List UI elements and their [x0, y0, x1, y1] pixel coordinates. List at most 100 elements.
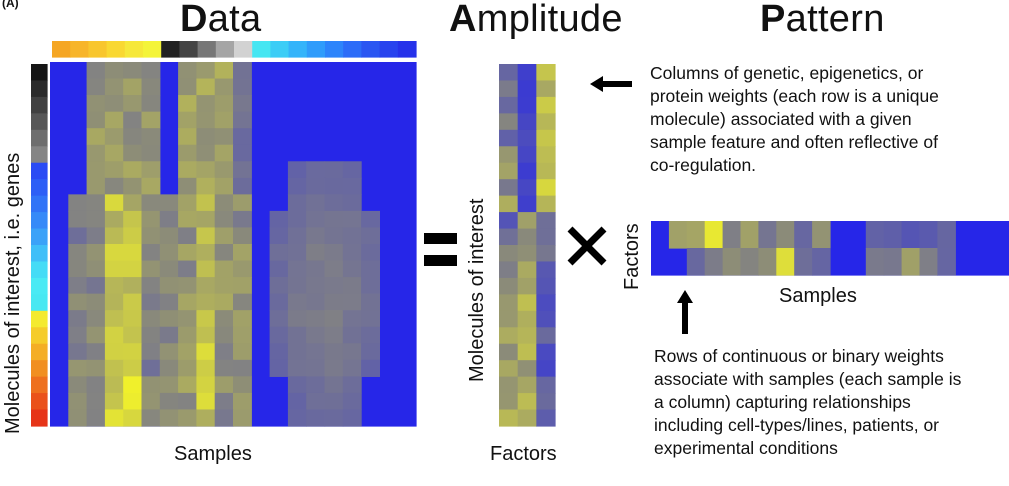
data-matrix-cell: [86, 144, 106, 162]
data-matrix-cell: [214, 128, 234, 146]
gene-bar-cell: [31, 212, 48, 230]
data-matrix-cell: [141, 310, 161, 328]
data-matrix-cell: [86, 111, 106, 129]
data-matrix-cell: [104, 210, 124, 229]
data-matrix-cell: [196, 95, 216, 113]
data-matrix-cell: [287, 343, 307, 361]
data-matrix-cell: [342, 409, 362, 427]
amplitude-matrix-cell: [499, 245, 519, 263]
data-matrix-cell: [361, 260, 380, 278]
data-matrix-cell: [196, 144, 216, 162]
data-matrix-cell: [196, 78, 216, 96]
data-matrix-cell: [233, 95, 252, 113]
amplitude-matrix-cell: [499, 393, 519, 411]
data-matrix-cell: [86, 260, 106, 278]
data-matrix-cell: [86, 244, 106, 262]
data-matrix-cell: [123, 244, 143, 262]
amplitude-x-label: Factors: [490, 443, 557, 465]
amplitude-matrix-cell: [536, 277, 556, 295]
amplitude-matrix-cell: [517, 376, 537, 394]
data-matrix-cell: [306, 260, 326, 278]
data-matrix-cell: [306, 392, 326, 411]
data-matrix-cell: [178, 409, 197, 427]
amplitude-matrix: [499, 64, 556, 427]
sample-bar-cell: [397, 41, 417, 58]
data-matrix-cell: [287, 210, 307, 229]
sample-bar-cell: [270, 41, 290, 58]
data-matrix-cell: [68, 293, 88, 311]
data-matrix-cell: [233, 177, 252, 195]
data-matrix-cell: [196, 62, 216, 80]
amplitude-matrix-cell: [517, 162, 537, 180]
amplitude-matrix-cell: [536, 179, 556, 197]
sample-bar-cell: [361, 41, 381, 58]
data-matrix-cell: [178, 310, 197, 328]
data-matrix-cell: [214, 409, 234, 427]
data-matrix-cell: [214, 376, 234, 394]
data-matrix-cell: [287, 310, 307, 328]
data-matrix-cell: [159, 343, 179, 361]
data-matrix-cell: [178, 227, 197, 245]
pattern-matrix-cell: [794, 221, 813, 249]
note-line: co-regulation.: [650, 155, 757, 175]
data-matrix-cell: [123, 128, 143, 146]
data-matrix-cell: [233, 260, 252, 278]
amplitude-matrix-cell: [517, 277, 537, 295]
data-matrix-cell: [123, 310, 143, 328]
pattern-matrix-cell: [758, 221, 777, 249]
data-matrix-cell: [123, 359, 143, 377]
data-matrix-cell: [178, 392, 197, 411]
data-matrix-cell: [86, 210, 106, 229]
data-matrix-cell: [104, 227, 124, 245]
amplitude-matrix-cell: [499, 212, 519, 230]
data-matrix-cell: [123, 210, 143, 229]
data-matrix-cell: [178, 293, 197, 311]
gene-bar-cell: [31, 261, 48, 279]
data-matrix-cell: [342, 210, 362, 229]
data-matrix-cell: [287, 177, 307, 195]
data-matrix-cell: [196, 260, 216, 278]
gene-color-bar: [31, 64, 48, 427]
data-matrix-cell: [342, 277, 362, 295]
data-matrix-cell: [233, 194, 252, 212]
amplitude-matrix-cell: [499, 310, 519, 328]
amplitude-matrix-cell: [517, 146, 537, 164]
data-matrix-cell: [104, 244, 124, 262]
sample-bar-cell: [288, 41, 308, 58]
amplitude-matrix-cell: [499, 261, 519, 279]
data-matrix-cell: [178, 111, 197, 129]
amplitude-matrix-cell: [536, 195, 556, 213]
data-matrix-cell: [342, 227, 362, 245]
note-line: molecule) associated with a given: [650, 109, 912, 129]
data-matrix-cell: [141, 194, 161, 212]
data-matrix-cell: [86, 293, 106, 311]
data-matrix-cell: [214, 95, 234, 113]
data-matrix-cell: [287, 227, 307, 245]
pattern-matrix-cell: [812, 221, 831, 249]
data-matrix-cell: [141, 277, 161, 295]
data-matrix-cell: [68, 244, 88, 262]
data-matrix-cell: [68, 210, 88, 229]
amplitude-matrix-cell: [536, 113, 556, 131]
data-matrix-cell: [214, 78, 234, 96]
data-matrix-cell: [86, 326, 106, 344]
data-matrix-cell: [104, 128, 124, 146]
amplitude-matrix-cell: [499, 343, 519, 361]
amplitude-matrix-cell: [517, 212, 537, 230]
data-matrix-cell: [214, 260, 234, 278]
data-matrix-cell: [196, 409, 216, 427]
amplitude-title: Amplitude: [449, 0, 623, 40]
amplitude-matrix-cell: [517, 195, 537, 213]
data-matrix-cell: [104, 409, 124, 427]
amplitude-matrix-cell: [517, 294, 537, 312]
amplitude-y-label: Molecules of interest: [466, 198, 488, 382]
data-matrix-cell: [214, 359, 234, 377]
data-matrix-cell: [86, 227, 106, 245]
data-matrix-cell: [233, 409, 252, 427]
amplitude-matrix-cell: [536, 261, 556, 279]
data-matrix-cell: [306, 376, 326, 394]
data-matrix-cell: [178, 376, 197, 394]
data-matrix-cell: [324, 161, 344, 179]
pattern-matrix-cell: [883, 221, 903, 249]
data-matrix-cell: [86, 392, 106, 411]
